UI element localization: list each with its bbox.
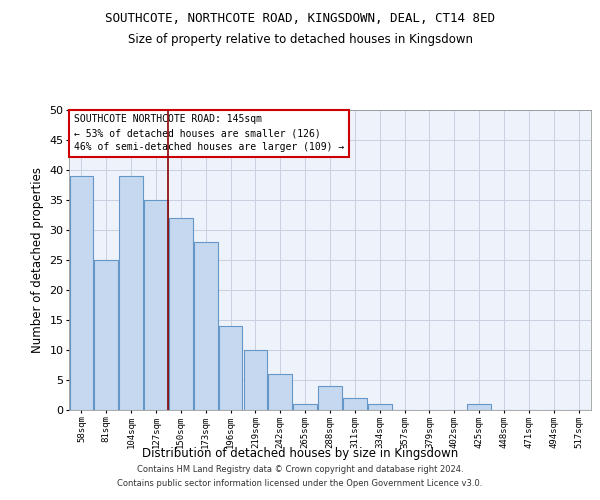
Bar bbox=[70, 176, 93, 410]
Text: Contains HM Land Registry data © Crown copyright and database right 2024.
Contai: Contains HM Land Registry data © Crown c… bbox=[118, 466, 482, 487]
Text: Size of property relative to detached houses in Kingsdown: Size of property relative to detached ho… bbox=[128, 32, 473, 46]
Bar bbox=[94, 260, 118, 410]
Bar bbox=[368, 404, 392, 410]
Text: SOUTHCOTE NORTHCOTE ROAD: 145sqm
← 53% of detached houses are smaller (126)
46% : SOUTHCOTE NORTHCOTE ROAD: 145sqm ← 53% o… bbox=[74, 114, 344, 152]
Y-axis label: Number of detached properties: Number of detached properties bbox=[31, 167, 44, 353]
Text: Distribution of detached houses by size in Kingsdown: Distribution of detached houses by size … bbox=[142, 448, 458, 460]
Bar bbox=[169, 218, 193, 410]
Bar bbox=[194, 242, 218, 410]
Bar bbox=[318, 386, 342, 410]
Bar bbox=[467, 404, 491, 410]
Text: SOUTHCOTE, NORTHCOTE ROAD, KINGSDOWN, DEAL, CT14 8ED: SOUTHCOTE, NORTHCOTE ROAD, KINGSDOWN, DE… bbox=[105, 12, 495, 26]
Bar bbox=[219, 326, 242, 410]
Bar bbox=[268, 374, 292, 410]
Bar bbox=[343, 398, 367, 410]
Bar bbox=[144, 200, 168, 410]
Bar bbox=[293, 404, 317, 410]
Bar bbox=[244, 350, 267, 410]
Bar bbox=[119, 176, 143, 410]
